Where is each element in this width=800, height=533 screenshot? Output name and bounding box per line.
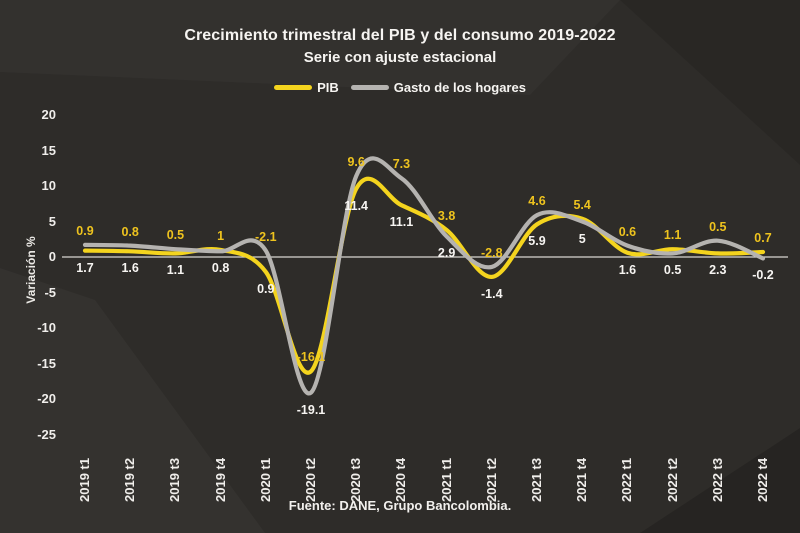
y-tick-label: -5	[44, 284, 56, 300]
x-tick-label: 2021 t1	[438, 457, 454, 502]
pib-value-label: 1	[217, 228, 225, 243]
gasto-value-label: -0.2	[752, 268, 774, 283]
x-tick-label: 2019 t1	[77, 457, 92, 502]
gasto-value-label: 0.5	[663, 263, 682, 278]
legend-label: Gasto de los hogares	[393, 80, 526, 95]
pib-value-label: 5.4	[573, 197, 591, 212]
gasto-value-label: 2.3	[709, 263, 727, 278]
gasto-value-label: 0.8	[211, 261, 230, 276]
y-tick-label: 15	[41, 142, 56, 158]
pib-value-label: 1.1	[663, 228, 682, 243]
x-tick-label: 2020 t2	[303, 457, 318, 502]
y-tick-label: -25	[37, 426, 56, 442]
pib-value-label: -2.1	[255, 229, 277, 244]
y-tick-label: -20	[37, 391, 56, 406]
gasto-value-label: 0.9	[257, 281, 275, 296]
gasto-legend-swatch-icon	[350, 85, 389, 90]
chart-title: Crecimiento trimestral del PIB y del con…	[184, 27, 616, 44]
pib-value-label: -2.8	[481, 245, 503, 260]
chart-legend: PIB Gasto de los hogares	[0, 80, 800, 95]
x-tick-label: 2022 t3	[709, 457, 725, 502]
y-tick-label: -15	[37, 355, 56, 371]
gasto-value-label: 11.4	[344, 198, 368, 213]
pib-value-label: 0.8	[121, 224, 139, 239]
x-tick-label: 2022 t4	[755, 457, 770, 502]
x-tick-label: 2020 t3	[348, 457, 364, 502]
legend-label: PIB	[317, 80, 339, 95]
gasto-value-label: 5	[578, 231, 586, 246]
gasto-value-label: 1.6	[121, 261, 139, 276]
y-tick-label: -10	[37, 320, 56, 335]
pib-value-label: 0.5	[166, 228, 185, 243]
legend-item-gasto: Gasto de los hogares	[350, 80, 526, 95]
legend-item-pib: PIB	[274, 81, 339, 94]
pib-legend-swatch-icon	[274, 85, 313, 90]
x-tick-label: 2021 t3	[529, 457, 544, 502]
gasto-value-label: -1.4	[481, 286, 503, 301]
gasto-value-label: 11.1	[389, 215, 414, 230]
y-tick-label: 5	[48, 213, 56, 229]
gasto-value-label: 1.1	[166, 263, 185, 278]
gasto-value-label: 1.7	[76, 260, 94, 275]
gasto-value-label: -19.1	[296, 402, 326, 417]
gasto-line-series	[82, 156, 766, 396]
pib-value-label: 3.8	[437, 209, 456, 224]
pib-value-label: 0.9	[76, 223, 94, 238]
x-tick-label: 2019 t2	[122, 457, 138, 502]
x-tick-label: 2020 t1	[257, 457, 273, 502]
gasto-value-label: 1.6	[618, 262, 637, 277]
x-tick-label: 2022 t2	[664, 457, 680, 502]
x-tick-label: 2019 t3	[167, 457, 183, 502]
source-note: Fuente: DANE, Grupo Bancolombia.	[288, 498, 512, 513]
x-tick-label: 2019 t4	[212, 457, 228, 502]
chart-subtitle: Serie con ajuste estacional	[303, 49, 497, 66]
pib-value-label: -16.1	[296, 350, 326, 365]
pib-value-label: 0.6	[618, 224, 637, 239]
x-tick-label: 2021 t4	[574, 457, 590, 502]
y-tick-label: 10	[41, 178, 56, 193]
pib-value-label: 0.7	[754, 231, 772, 246]
x-tick-label: 2021 t2	[483, 457, 499, 502]
x-tick-label: 2020 t4	[393, 457, 409, 502]
pib-value-label: 9.6	[347, 155, 365, 170]
pib-value-label: 0.5	[709, 219, 727, 234]
pib-value-label: 7.3	[392, 157, 411, 172]
gasto-value-label: 5.9	[528, 234, 546, 249]
x-tick-label: 2022 t1	[619, 457, 635, 502]
pib-value-label: 4.6	[528, 194, 546, 209]
y-tick-label: 0	[48, 249, 56, 264]
y-tick-label: 20	[41, 107, 56, 122]
gasto-value-label: 2.9	[437, 246, 456, 261]
